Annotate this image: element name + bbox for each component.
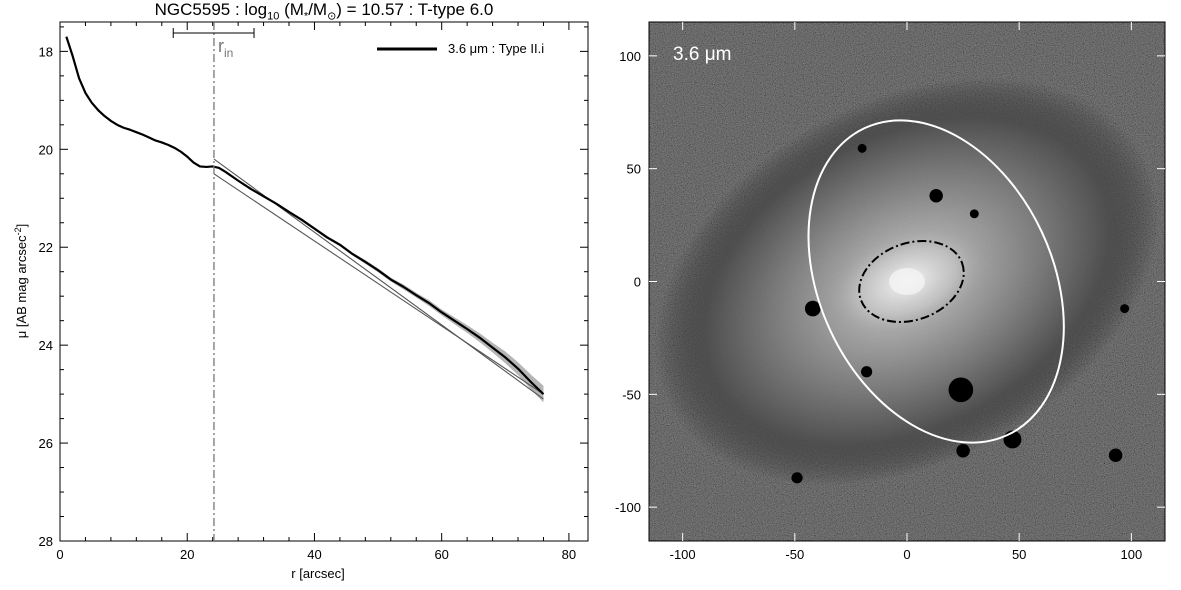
masked-source xyxy=(804,300,821,317)
masked-source xyxy=(956,444,970,458)
masked-source xyxy=(929,189,943,203)
x-tick-label: 40 xyxy=(307,547,321,562)
aperture-ellipses xyxy=(807,119,1065,444)
legend-label: 3.6 μm : Type II.i xyxy=(448,41,544,56)
x-tick-label: 60 xyxy=(434,547,448,562)
galaxy-image-panel: -100 -50 0 50 100 -100 -50 0 50 100 3.6 μm xyxy=(615,21,1166,562)
rin-label: rin xyxy=(218,36,233,60)
left-axis-ticks: 0 20 40 60 80 18 20 22 24 26 28 xyxy=(39,22,588,562)
chart-title: NGC5595 : log10 (M*/M⊙) = 10.57 : T-type… xyxy=(60,0,588,22)
x-tick-label: 80 xyxy=(562,547,576,562)
x-tick-label: 20 xyxy=(180,547,194,562)
masked-source xyxy=(791,472,803,484)
x-axis-label: r [arcsec] xyxy=(291,566,344,581)
y-tick-label: 26 xyxy=(39,436,53,451)
y-axis-label: μ [AB mag arcsec-2] xyxy=(13,224,29,339)
title-mid: (M xyxy=(279,0,304,19)
masked-source xyxy=(969,209,979,219)
y-axis-label-close: ] xyxy=(14,224,29,228)
image-axis-ticks: -100 -50 0 50 100 -100 -50 0 50 100 xyxy=(615,22,1165,562)
y-tick-label: 22 xyxy=(39,240,53,255)
profile-plot-area: 0 20 40 60 80 18 20 22 24 26 28 rin r [arcsec] μ [… xyxy=(13,21,589,581)
img-x-tick-label: 0 xyxy=(903,547,910,562)
img-x-tick-label: -100 xyxy=(670,547,696,562)
title-suffix: ) = 10.57 : T-type 6.0 xyxy=(336,0,494,19)
title-log-subscript: 10 xyxy=(267,10,280,23)
img-y-tick-label: -50 xyxy=(622,387,641,402)
fit-line xyxy=(213,173,544,395)
y-tick-label: 18 xyxy=(39,44,53,59)
img-x-tick-label: -50 xyxy=(785,547,804,562)
img-x-tick-label: 50 xyxy=(1012,547,1026,562)
img-y-tick-label: -100 xyxy=(615,500,641,515)
title-slash: /M xyxy=(308,0,328,19)
y-axis-label-exponent: -2 xyxy=(13,227,23,235)
inner-ellipse xyxy=(858,240,965,323)
y-axis-label-main: μ [AB mag arcsec xyxy=(14,235,29,338)
masked-source xyxy=(857,143,867,153)
plot-frame xyxy=(59,21,589,542)
y-tick-label: 20 xyxy=(39,142,53,157)
y-tick-label: 28 xyxy=(39,534,53,549)
masked-source xyxy=(948,377,974,403)
img-y-tick-label: 100 xyxy=(619,49,641,64)
title-prefix: NGC5595 : log xyxy=(154,0,268,19)
masked-source xyxy=(861,366,873,378)
plot-annotations: rin xyxy=(172,22,255,541)
legend: 3.6 μm : Type II.i xyxy=(377,41,544,56)
x-tick-label: 0 xyxy=(56,547,63,562)
galaxy-core xyxy=(889,267,925,296)
masked-source xyxy=(1108,448,1123,462)
plot-content xyxy=(65,36,545,403)
title-sun-symbol: ⊙ xyxy=(327,10,337,23)
img-y-tick-label: 0 xyxy=(634,275,641,290)
outer-ellipse xyxy=(807,119,1065,444)
y-tick-label: 24 xyxy=(39,338,53,353)
img-y-tick-label: 50 xyxy=(627,162,641,177)
band-label: 3.6 μm xyxy=(673,44,731,65)
masked-source xyxy=(1120,304,1130,314)
profile-line xyxy=(65,36,545,395)
title-star: * xyxy=(303,10,309,23)
img-x-tick-label: 100 xyxy=(1120,547,1142,562)
galaxy-image xyxy=(649,22,1165,541)
galaxy-body xyxy=(655,77,1159,486)
